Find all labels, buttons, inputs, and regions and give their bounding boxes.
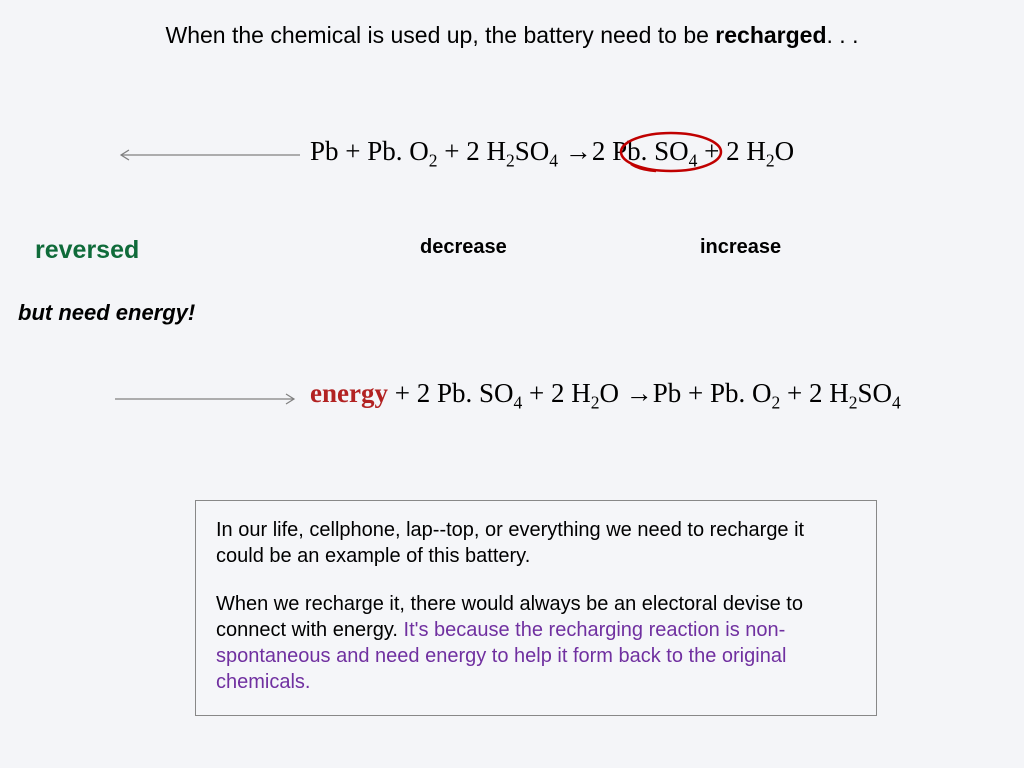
eq1-s1: 2: [429, 150, 438, 170]
info-para-2: When we recharge it, there would always …: [216, 591, 856, 695]
equation-1: Pb + Pb. O2 + 2 H2SO4 →2 Pb. SO4 + 2 H2O: [310, 136, 794, 171]
eq1-t6: O: [775, 136, 795, 166]
eq2-energy: energy: [310, 378, 388, 408]
eq2-s3: 2: [772, 392, 781, 412]
eq1-s2: 2: [506, 150, 515, 170]
title-suffix: . . .: [827, 22, 859, 48]
eq1-t4: →2 Pb. SO: [558, 136, 689, 166]
eq1-s5: 2: [766, 150, 775, 170]
eq2-t5: SO: [858, 378, 893, 408]
slide: When the chemical is used up, the batter…: [0, 0, 1024, 768]
increase-label: increase: [700, 236, 781, 259]
info-box: In our life, cellphone, lap--top, or eve…: [195, 500, 877, 716]
eq1-t3: SO: [515, 136, 550, 166]
title-line: When the chemical is used up, the batter…: [0, 22, 1024, 49]
eq2-t1: + 2 Pb. SO: [388, 378, 514, 408]
eq2-t2: + 2 H: [522, 378, 590, 408]
eq1-s3: 4: [549, 150, 558, 170]
equation-2: energy + 2 Pb. SO4 + 2 H2O →Pb + Pb. O2 …: [310, 378, 901, 413]
eq2-s4: 2: [849, 392, 858, 412]
eq1-t2: + 2 H: [438, 136, 506, 166]
decrease-label: decrease: [420, 236, 507, 259]
eq2-s5: 4: [892, 392, 901, 412]
title-bold: recharged: [715, 22, 826, 48]
eq1-t5: + 2 H: [697, 136, 765, 166]
eq2-s1: 4: [513, 392, 522, 412]
title-prefix: When the chemical is used up, the batter…: [166, 22, 716, 48]
eq1-t1: Pb + Pb. O: [310, 136, 429, 166]
arrow-left: [115, 148, 300, 150]
arrow-right: [115, 392, 300, 394]
info-para-1: In our life, cellphone, lap--top, or eve…: [216, 517, 856, 569]
eq2-t3: O →Pb + Pb. O: [600, 378, 772, 408]
reversed-label: reversed: [35, 236, 139, 265]
but-need-label: but need energy!: [18, 300, 195, 326]
eq2-t4: + 2 H: [780, 378, 848, 408]
eq2-s2: 2: [591, 392, 600, 412]
